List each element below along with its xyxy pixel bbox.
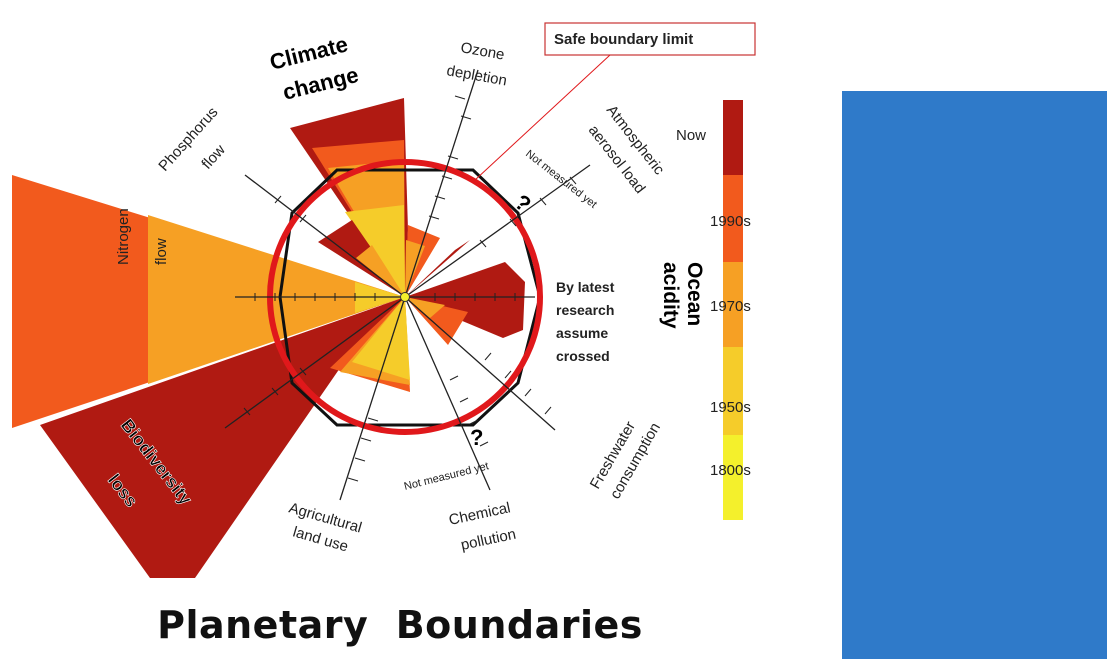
latest-research-4: crossed [556,348,610,364]
label-nitrogen-1: Nitrogen [115,208,132,265]
planetary-boundaries-diagram: Safe boundary limit Climate change Ozone… [12,22,756,578]
phosphorus-wedge [318,220,405,297]
legend-label-1950s: 1950s [710,399,751,416]
not-measured-top: Not measured yet [523,148,599,211]
label-phosphorus-2: flow [198,141,229,172]
legend-1970s [723,262,743,347]
axes [224,69,591,501]
label-chemical-2: pollution [459,526,517,554]
legend-label-1990s: 1990s [710,213,751,230]
aerosol-wedge [405,240,470,297]
question-mark-bottom: ? [470,425,483,450]
legend-1950s [723,347,743,435]
legend-1800s [723,435,743,520]
label-chemical-1: Chemical [447,499,512,529]
callout-label: Safe boundary limit [554,31,693,48]
legend-1990s [723,175,743,262]
callout-box [544,22,756,56]
legend-label-1800s: 1800s [710,462,751,479]
latest-research-3: assume [556,325,608,341]
safe-boundary-polygon [278,168,542,427]
not-measured-bottom: Not measured yet [403,460,490,493]
side-panel [842,91,1107,659]
page-title: Planetary Boundaries [157,603,643,647]
freshwater-wedge [405,297,468,345]
label-ozone-1: Ozone [459,39,505,63]
land-use-wedge [330,297,410,392]
biodiversity-wedge [40,297,405,578]
legend-label-1970s: 1970s [710,298,751,315]
label-ozone-2: depletion [445,62,508,89]
latest-research-2: research [556,302,614,318]
ocean-acidity-wedge [405,262,525,338]
legend: Now 1990s 1970s 1950s 1800s [676,100,751,520]
label-nitrogen-2: flow [153,238,170,265]
axis-ticks [243,95,577,482]
legend-now [723,100,743,175]
callout-pointer [474,54,611,181]
latest-research-1: By latest [556,279,615,295]
label-ocean-2: acidity [659,262,682,329]
center-dot [400,292,410,302]
legend-label-now: Now [676,127,706,144]
label-ocean-1: Ocean [683,262,706,326]
ozone-wedge [405,225,440,297]
